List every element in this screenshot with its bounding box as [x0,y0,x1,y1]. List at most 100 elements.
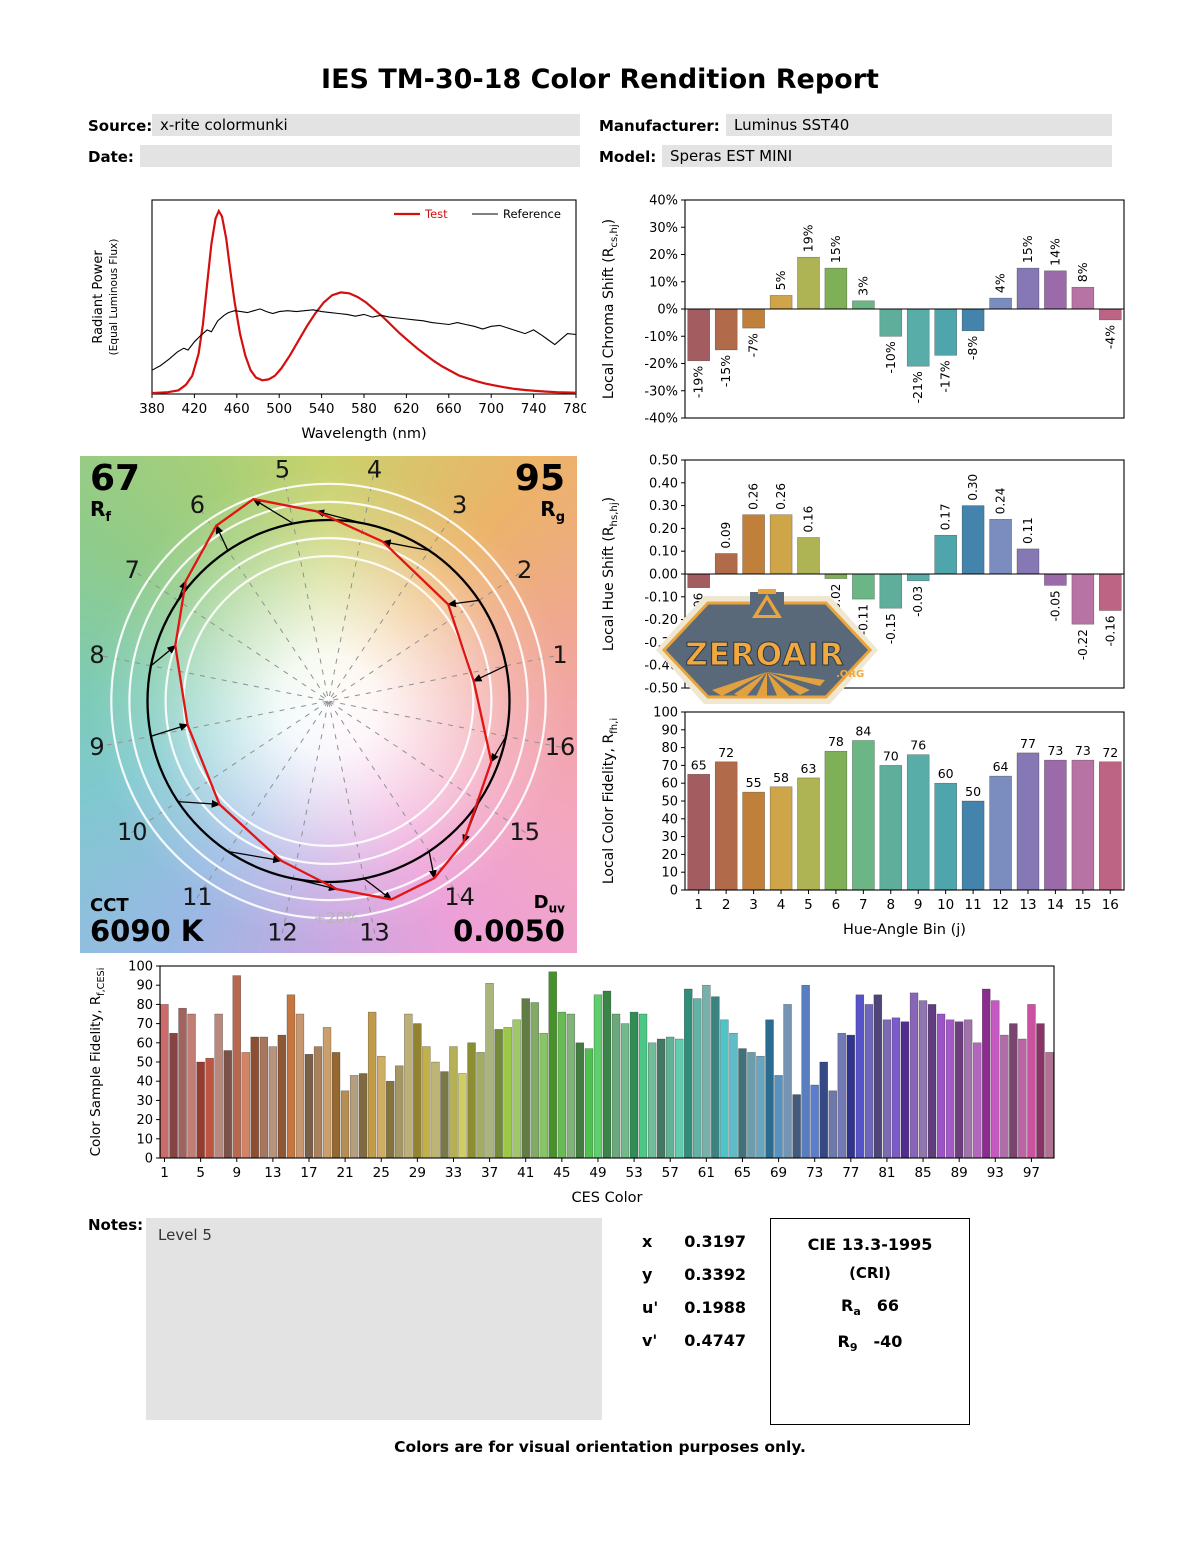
svg-text:CES Color: CES Color [572,1190,643,1206]
source-field: x-rite colormunki [152,114,580,136]
svg-text:5: 5 [804,897,813,913]
svg-text:9: 9 [89,733,104,761]
svg-text:7: 7 [125,556,140,584]
watermark-name: ZEROAIR [685,637,844,673]
svg-text:20: 20 [661,848,678,863]
svg-text:5: 5 [275,456,290,484]
cct-label: CCT [90,895,129,917]
svg-text:12: 12 [992,897,1009,913]
svg-text:380: 380 [139,401,165,417]
svg-text:63: 63 [801,761,817,776]
svg-text:Color Sample Fidelity, Rf,CESi: Color Sample Fidelity, Rf,CESi [88,968,107,1157]
svg-text:620: 620 [394,401,420,417]
svg-text:72: 72 [1102,745,1118,760]
svg-text:49: 49 [589,1165,606,1181]
svg-text:50: 50 [136,1056,153,1071]
svg-text:72: 72 [718,745,734,760]
svg-text:2: 2 [722,897,731,913]
svg-text:420: 420 [182,401,208,417]
report-title: IES TM-30-18 Color Rendition Report [321,64,879,95]
svg-text:15%: 15% [1020,235,1035,263]
svg-text:61: 61 [698,1165,715,1181]
svg-text:-15%: -15% [718,355,733,387]
svg-text:20%: 20% [649,248,678,263]
svg-text:25: 25 [373,1165,390,1181]
cri-ra-row: Ra 66 [771,1296,969,1318]
svg-text:100: 100 [128,960,153,975]
svg-text:40%: 40% [649,194,678,209]
svg-text:50: 50 [661,795,678,810]
svg-text:-0.03: -0.03 [911,586,925,617]
svg-text:Local Chroma Shift (Rcs,hj): Local Chroma Shift (Rcs,hj) [601,219,620,399]
svg-text:65: 65 [691,757,707,772]
svg-text:-8%: -8% [965,336,980,360]
svg-text:-10%: -10% [644,330,678,345]
manufacturer-field: Luminus SST40 [726,114,1112,136]
svg-text:0.09: 0.09 [719,522,733,549]
svg-text:8%: 8% [1075,262,1090,282]
zeroair-logo: ZEROAIR .ORG [656,589,878,704]
svg-text:50: 50 [965,784,981,799]
svg-text:30: 30 [136,1094,153,1109]
zeroair-watermark: ZEROAIR .ORG [652,588,882,728]
svg-text:740: 740 [521,401,547,417]
svg-text:60: 60 [938,766,954,781]
svg-text:Local Hue Shift (Rhs,hj): Local Hue Shift (Rhs,hj) [601,497,620,651]
svg-text:12: 12 [267,919,298,947]
chroma_shift-plot: 40% 30% 20% 10% 0% -10% -20% -30% -40% -19% -15% -7… [601,194,1125,427]
svg-text:13: 13 [1019,897,1036,913]
svg-text:2: 2 [517,556,532,584]
svg-text:0.30: 0.30 [966,474,980,501]
svg-text:-20%: -20% [644,357,678,372]
svg-text:15: 15 [1074,897,1091,913]
chromaticity-row-x: x 0.3197 [642,1232,746,1251]
svg-text:84: 84 [855,723,871,738]
svg-text:97: 97 [1023,1165,1040,1181]
svg-text:580: 580 [351,401,377,417]
cri-box: CIE 13.3-1995 (CRI) Ra 66 R9 -40 [770,1218,970,1425]
svg-text:0.50: 0.50 [649,454,678,469]
svg-text:45: 45 [553,1165,570,1181]
svg-text:64: 64 [993,759,1009,774]
svg-text:-0.15: -0.15 [884,613,898,644]
svg-text:80: 80 [136,998,153,1013]
date-label: Date: [88,148,134,166]
svg-text:-7%: -7% [746,333,761,357]
svg-text:-4%: -4% [1102,325,1117,349]
svg-text:-21%: -21% [910,371,925,403]
svg-text:4%: 4% [993,273,1008,293]
svg-text:89: 89 [951,1165,968,1181]
source-label: Source: [88,117,153,135]
svg-text:-17%: -17% [938,360,953,392]
svg-text:85: 85 [914,1165,931,1181]
svg-text:90: 90 [136,979,153,994]
svg-text:100: 100 [653,706,678,721]
svg-text:73: 73 [1075,743,1091,758]
svg-text:10%: 10% [649,275,678,290]
svg-text:73: 73 [1047,743,1063,758]
spd-plot: 380 420 460 500 540 580 620 660 700 740 780 Wavelen… [91,199,589,442]
svg-text:540: 540 [309,401,335,417]
svg-text:14%: 14% [1047,238,1062,266]
svg-text:0.24: 0.24 [994,488,1008,515]
svg-text:0.11: 0.11 [1021,517,1035,544]
svg-text:-0.20: -0.20 [644,613,678,628]
svg-text:3%: 3% [855,276,870,296]
svg-text:10: 10 [117,818,148,846]
svg-text:30: 30 [661,830,678,845]
svg-text:16: 16 [545,733,576,761]
chromaticity-row-u: u' 0.1988 [642,1298,746,1317]
svg-text:+20%: +20% [314,909,360,927]
svg-text:-0.11: -0.11 [856,604,870,635]
svg-text:13: 13 [264,1165,281,1181]
watermark-org: .ORG [836,669,864,680]
svg-text:5: 5 [196,1165,205,1181]
svg-text:-0.05: -0.05 [1048,590,1062,621]
r9-value: -40 [873,1332,903,1352]
svg-text:14: 14 [1047,897,1064,913]
svg-text:Hue-Angle Bin (j): Hue-Angle Bin (j) [843,922,966,938]
